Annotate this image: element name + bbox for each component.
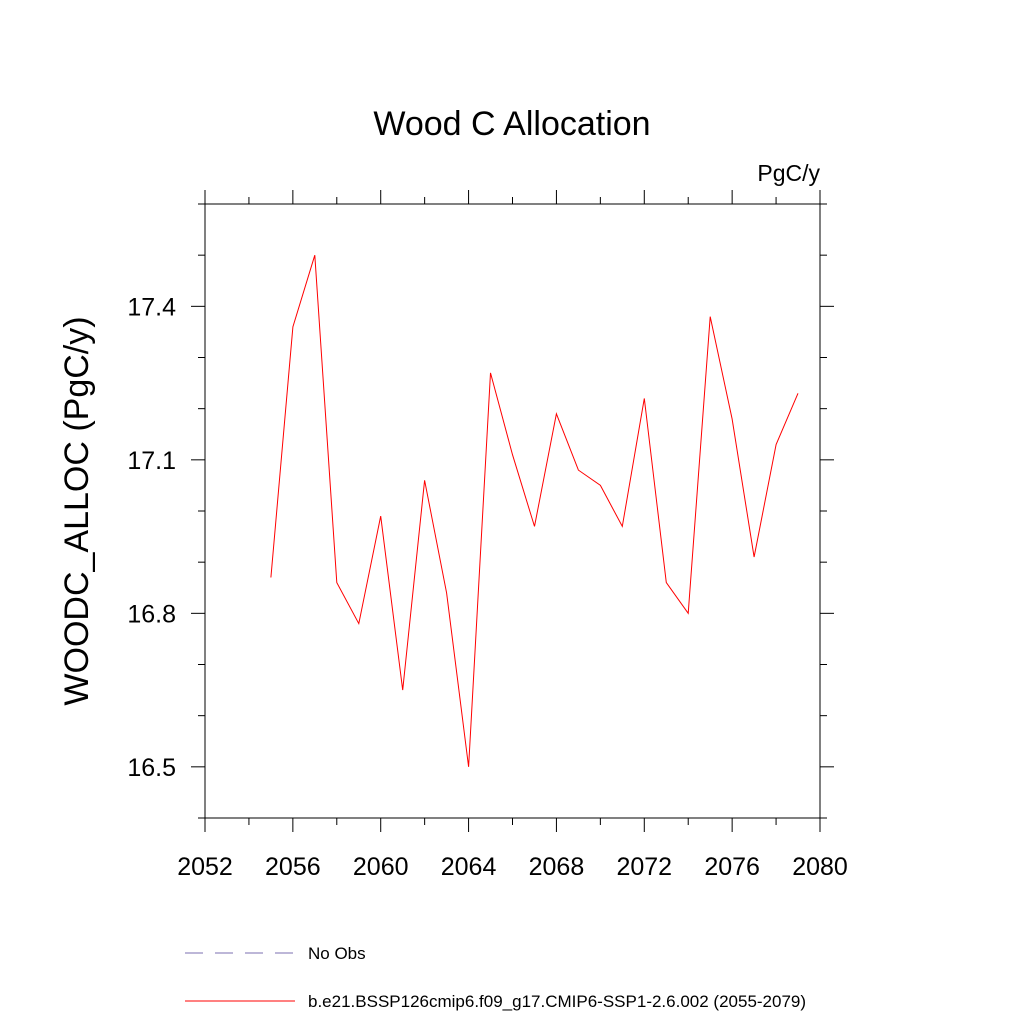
y-axis-label: WOODC_ALLOC (PgC/y) [58, 316, 96, 705]
legend-label: No Obs [308, 944, 366, 963]
x-tick-label: 2076 [704, 853, 760, 881]
plot-frame [204, 203, 821, 819]
x-tick-label: 2060 [353, 853, 409, 881]
chart-title: Wood C Allocation [373, 105, 650, 143]
series-layer [270, 255, 799, 767]
y-tick-label: 17.1 [127, 447, 176, 475]
y-tick-label: 17.4 [127, 293, 176, 321]
x-tick-label: 2080 [792, 853, 848, 881]
units-label: PgC/y [757, 160, 820, 186]
series-line [270, 255, 799, 767]
legend: No Obs b.e21.BSSP126cmip6.f09_g17.CMIP6-S… [185, 944, 806, 1011]
x-tick-label: 2068 [529, 853, 585, 881]
y-tick-label: 16.8 [127, 600, 176, 628]
legend-label: b.e21.BSSP126cmip6.f09_g17.CMIP6-SSP1-2.… [308, 992, 806, 1011]
x-tick-label: 2052 [177, 853, 233, 881]
x-tick-label: 2064 [441, 853, 497, 881]
axis-ticks: 2052 2056 2060 2064 2068 2072 2076 2080 16.5 16.8… [127, 190, 848, 881]
x-tick-label: 2072 [616, 853, 672, 881]
x-tick-label: 2056 [265, 853, 321, 881]
y-tick-label: 16.5 [127, 754, 176, 782]
